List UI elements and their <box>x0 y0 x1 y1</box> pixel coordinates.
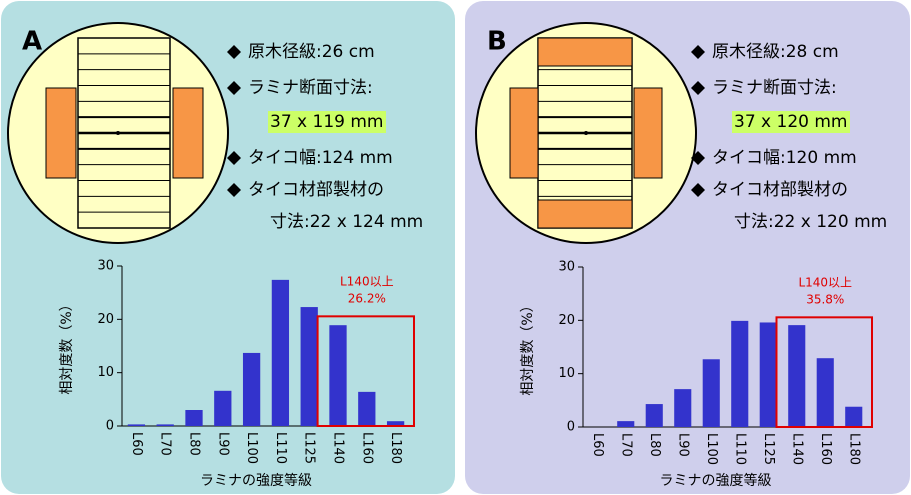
bar <box>358 392 375 426</box>
x-tick-label: L90 <box>675 433 690 457</box>
side-board <box>634 88 662 178</box>
bar <box>703 359 720 427</box>
x-tick-label: L80 <box>187 432 202 456</box>
spec-note: 37 x 119 mm <box>270 112 383 132</box>
spec-note: 原木径級:28 cm <box>712 42 839 62</box>
annotation: L140以上 <box>340 275 394 289</box>
x-tick-label: L125 <box>761 433 776 465</box>
y-tick-label: 10 <box>97 365 114 380</box>
y-axis-label: 相対度数（%） <box>59 297 75 394</box>
end-board <box>538 38 632 66</box>
x-tick-label: L60 <box>129 432 144 456</box>
x-tick-label: L140 <box>331 432 346 464</box>
x-tick-label: L125 <box>302 432 317 464</box>
bar <box>243 353 260 426</box>
side-board <box>510 88 538 178</box>
bar <box>674 389 691 427</box>
spec-note: ラミナ断面寸法: <box>712 78 837 98</box>
panel-label: B <box>487 27 507 57</box>
annotation: 26.2% <box>348 292 386 306</box>
x-tick-label: L110 <box>273 432 288 464</box>
side-board <box>46 88 76 178</box>
x-tick-label: L60 <box>590 433 605 457</box>
figure: A 原木径級:26 cm ラミナ断面寸法: 37 x 119 mm タイコ幅:124 m… <box>0 0 911 495</box>
bar <box>646 404 663 427</box>
pith <box>584 131 588 135</box>
x-tick-label: L180 <box>846 433 861 465</box>
bar <box>128 424 145 426</box>
spec-note: 寸法:22 x 120 mm <box>734 212 887 232</box>
annotation: 35.8% <box>806 293 844 307</box>
pith <box>116 131 120 135</box>
bar <box>731 321 748 427</box>
panel-label: A <box>22 27 42 57</box>
bar <box>301 307 318 426</box>
bar <box>817 358 834 427</box>
spec-note: ラミナ断面寸法: <box>248 78 373 98</box>
side-board <box>173 88 203 178</box>
x-tick-label: L100 <box>704 433 719 465</box>
y-tick-label: 0 <box>567 420 575 435</box>
bar <box>157 424 174 426</box>
x-axis-label: ラミナの強度等級 <box>200 472 312 489</box>
bar <box>845 407 862 427</box>
y-tick-label: 20 <box>558 313 575 328</box>
spec-note: 37 x 120 mm <box>734 112 847 132</box>
y-tick-label: 10 <box>558 366 575 381</box>
x-tick-label: L110 <box>732 433 747 465</box>
spec-note: タイコ幅:124 mm <box>248 148 393 168</box>
end-board <box>538 200 632 228</box>
bar <box>272 280 289 426</box>
x-tick-label: L160 <box>818 433 833 465</box>
bar <box>788 325 805 427</box>
bar <box>185 410 202 426</box>
bar <box>617 421 634 427</box>
spec-note: タイコ幅:120 mm <box>712 148 857 168</box>
spec-note: 原木径級:26 cm <box>248 42 375 62</box>
x-tick-label: L70 <box>158 432 173 456</box>
x-tick-label: L70 <box>618 433 633 457</box>
x-tick-label: L100 <box>244 432 259 464</box>
bar <box>214 391 231 426</box>
y-tick-label: 30 <box>97 259 114 274</box>
spec-note: 寸法:22 x 124 mm <box>270 212 423 232</box>
x-axis-label: ラミナの強度等級 <box>660 472 772 489</box>
y-tick-label: 30 <box>558 260 575 275</box>
x-tick-label: L80 <box>647 433 662 457</box>
x-tick-label: L160 <box>359 432 374 464</box>
y-tick-label: 0 <box>106 419 114 434</box>
spec-note: タイコ材部製材の <box>248 180 384 200</box>
y-axis-label: 相対度数（%） <box>520 298 536 395</box>
x-tick-label: L180 <box>388 432 403 464</box>
spec-note: タイコ材部製材の <box>712 180 848 200</box>
annotation: L140以上 <box>798 276 852 290</box>
x-tick-label: L90 <box>215 432 230 456</box>
y-tick-label: 20 <box>97 312 114 327</box>
bar <box>329 325 346 426</box>
x-tick-label: L140 <box>789 433 804 465</box>
bar <box>760 322 777 427</box>
